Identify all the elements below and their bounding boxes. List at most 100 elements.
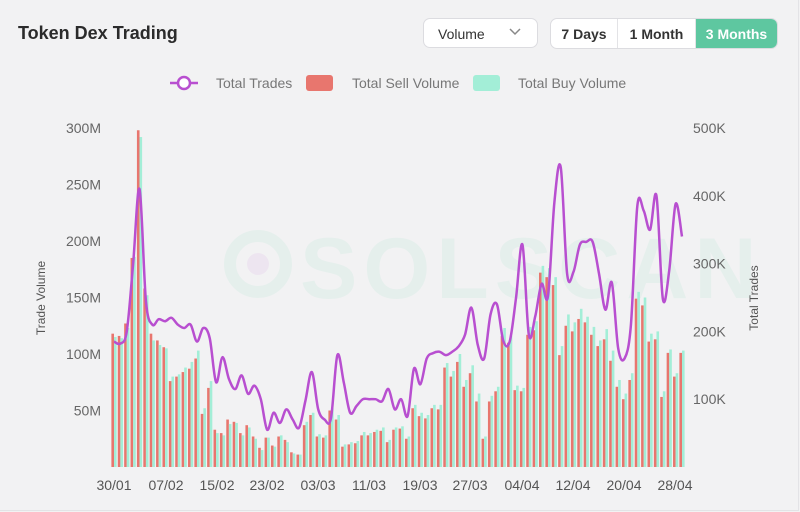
x-tick-label: 03/03 xyxy=(300,477,335,493)
buy-volume-bar xyxy=(382,427,385,467)
sell-volume-bar xyxy=(373,431,376,467)
sell-volume-bar xyxy=(264,437,268,467)
buy-volume-bar xyxy=(579,308,583,467)
legend-item-total-buy-volume[interactable]: Total Buy Volume xyxy=(473,75,626,91)
sell-volume-bar xyxy=(417,416,421,467)
buy-volume-bar xyxy=(184,367,187,467)
sell-volume-bar xyxy=(162,347,166,467)
y-right-tick-label: 400K xyxy=(693,188,726,204)
sell-volume-bar xyxy=(277,436,280,467)
total-trades-line xyxy=(113,163,684,431)
buy-volume-bar xyxy=(637,291,640,467)
sell-volume-bar xyxy=(341,446,344,467)
buy-volume-bar xyxy=(286,442,289,467)
sell-volume-bar xyxy=(379,430,383,467)
sell-volume-bar xyxy=(634,298,638,467)
buy-volume-bar xyxy=(343,444,347,467)
sell-volume-bar xyxy=(239,433,242,467)
y-right-axis: 500K 400K 300K 200K 100K xyxy=(693,120,726,407)
buy-volume-bar xyxy=(599,340,602,467)
sell-swatch xyxy=(306,75,333,91)
sell-volume-bar xyxy=(334,419,338,467)
buy-volume-bar xyxy=(273,446,277,467)
y-right-axis-title: Total Trades xyxy=(747,265,761,330)
buy-volume-bar xyxy=(669,349,672,467)
sell-volume-bar xyxy=(615,386,619,467)
buy-volume-bar xyxy=(260,450,264,467)
buy-volume-bar xyxy=(248,427,251,467)
buy-volume-bar xyxy=(318,434,321,467)
sell-volume-bar xyxy=(168,381,172,467)
buy-volume-bar xyxy=(126,328,130,467)
sell-volume-bar xyxy=(149,333,153,467)
buy-volume-bar xyxy=(452,370,455,467)
buy-volume-bar xyxy=(420,412,423,467)
buy-volume-bar xyxy=(279,435,283,467)
metric-select[interactable]: Volume xyxy=(423,18,538,48)
legend-item-total-sell-volume[interactable]: Total Sell Volume xyxy=(306,75,460,91)
sell-volume-bar xyxy=(392,429,395,467)
sell-volume-bar xyxy=(404,438,408,467)
buy-volume-bar xyxy=(216,433,219,467)
buy-volume-bar xyxy=(209,381,213,467)
buy-volume-bar xyxy=(241,435,245,467)
sell-volume-bar xyxy=(213,429,217,467)
buy-volume-bar xyxy=(267,437,270,467)
sell-volume-bar xyxy=(481,438,485,467)
x-tick-label: 28/04 xyxy=(657,477,692,493)
y-right-tick-label: 200K xyxy=(693,323,726,339)
sell-volume-bar xyxy=(322,437,325,467)
buy-volume-bar xyxy=(490,395,494,467)
buy-volume-bar xyxy=(509,335,513,467)
buy-volume-bar xyxy=(133,256,136,467)
sell-volume-bar xyxy=(475,401,478,467)
y-right-tick-label: 100K xyxy=(693,391,726,407)
buy-volume-bar xyxy=(477,393,481,467)
x-tick-label: 15/02 xyxy=(199,477,234,493)
buy-volume-bar xyxy=(311,412,315,467)
range-3-months-button[interactable]: 3 Months xyxy=(696,19,777,48)
range-1-month-button[interactable]: 1 Month xyxy=(618,19,696,48)
sell-volume-bar xyxy=(181,372,185,467)
sell-volume-bar xyxy=(353,443,357,467)
sell-volume-bar xyxy=(424,418,427,467)
sell-volume-bar xyxy=(130,257,134,467)
sell-volume-bar xyxy=(366,435,370,467)
buy-volume-bar xyxy=(120,338,123,467)
sell-volume-bar xyxy=(590,334,593,467)
y-left-axis-title: Trade Volume xyxy=(34,261,48,336)
x-tick-label: 23/02 xyxy=(249,477,284,493)
chart-title: Token Dex Trading xyxy=(18,23,178,43)
buy-volume-bar xyxy=(426,415,430,467)
buy-volume-bar xyxy=(401,426,404,467)
metric-select-value: Volume xyxy=(438,26,485,42)
sell-volume-bar xyxy=(583,322,587,467)
buy-volume-bar xyxy=(228,424,232,467)
y-right-tick-label: 500K xyxy=(693,120,726,136)
buy-volume-bar xyxy=(292,453,296,467)
buy-volume-bar xyxy=(145,295,149,467)
buy-volume-bar xyxy=(618,379,621,467)
sell-volume-bar xyxy=(596,346,600,467)
sell-volume-bar xyxy=(673,376,676,467)
sell-volume-bar xyxy=(666,352,670,467)
legend-label-sell: Total Sell Volume xyxy=(352,75,460,91)
legend-item-total-trades[interactable]: Total Trades xyxy=(170,75,292,91)
buy-volume-bar xyxy=(394,427,398,467)
sell-volume-bar xyxy=(111,333,114,467)
buy-volume-bar xyxy=(356,441,360,467)
buy-volume-bar xyxy=(650,333,653,467)
sell-volume-bar xyxy=(219,433,223,467)
sell-volume-bar xyxy=(411,408,414,467)
range-7-days-button[interactable]: 7 Days xyxy=(551,19,618,48)
sell-volume-bar xyxy=(456,361,459,467)
sell-volume-bar xyxy=(539,272,542,467)
sell-volume-bar xyxy=(245,425,249,467)
sell-volume-bar xyxy=(385,442,389,467)
sell-volume-bar xyxy=(207,387,210,467)
sell-volume-bar xyxy=(558,355,561,467)
x-axis: 30/01 07/02 15/02 23/02 03/03 11/03 19/03 27/03… xyxy=(96,477,692,493)
buy-volume-bar xyxy=(299,454,302,467)
buy-volume-bar xyxy=(158,344,162,467)
